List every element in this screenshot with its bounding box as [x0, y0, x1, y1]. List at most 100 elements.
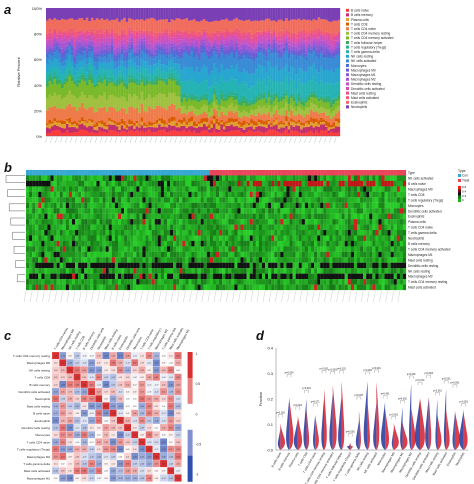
heatmap-cell — [185, 219, 189, 225]
heatmap-cell — [47, 224, 51, 231]
bar-segment — [158, 36, 161, 41]
heatmap-cell — [356, 170, 361, 176]
heatmap-cell — [130, 208, 134, 214]
heatmap-cell — [399, 246, 404, 252]
bar-segment — [270, 50, 273, 54]
heatmap-cell — [402, 170, 407, 176]
heatmap-cell — [117, 170, 122, 176]
heatmap-cell — [246, 170, 250, 176]
bar-segment — [242, 133, 246, 137]
bar-segment — [332, 8, 336, 21]
bar-segment — [297, 31, 301, 35]
heatmap-cell — [117, 246, 122, 252]
heatmap-cell — [356, 246, 361, 252]
heatmap-cell — [117, 219, 122, 225]
heatmap-cell — [286, 202, 290, 209]
bar-segment — [108, 95, 111, 108]
bar-segment — [135, 48, 139, 53]
bar-segment — [285, 38, 288, 43]
bar-segment — [155, 95, 159, 106]
bar-segment — [143, 122, 146, 126]
heatmap-cell — [375, 235, 379, 241]
heatmap-cell — [399, 219, 404, 225]
bar-segment — [95, 18, 99, 30]
heatmap-cell — [314, 251, 318, 258]
bar-segment — [215, 118, 219, 124]
bar-segment — [180, 46, 184, 50]
heatmap-cell — [170, 213, 174, 220]
bar-segment — [225, 131, 229, 137]
bar-segment — [282, 127, 286, 132]
heatmap-cell — [366, 219, 370, 225]
heatmap-cell — [136, 202, 140, 209]
heatmap-cell — [252, 191, 256, 198]
bar-segment — [58, 126, 62, 131]
bar-segment — [222, 8, 226, 20]
heatmap-cell — [81, 257, 85, 263]
heatmap-cell — [173, 197, 177, 203]
bar-segment — [98, 130, 101, 137]
heatmap-cell — [182, 224, 186, 231]
bar-segment — [255, 46, 258, 49]
bar-segment — [83, 33, 87, 37]
heatmap-cell — [280, 224, 284, 231]
bar-segment — [215, 96, 219, 100]
bar-segment — [280, 124, 283, 128]
bar-segment — [230, 38, 234, 41]
bar-segment — [135, 82, 139, 85]
bar-segment — [148, 38, 151, 44]
heatmap-cell — [148, 262, 152, 269]
heatmap-cell — [32, 175, 36, 181]
bar-segment — [235, 111, 238, 119]
bar-segment — [100, 50, 104, 55]
bar-segment — [215, 47, 219, 50]
heatmap-cell — [344, 230, 348, 236]
bar-segment — [75, 132, 79, 137]
bar-segment — [222, 81, 226, 95]
heatmap-cell — [41, 208, 45, 214]
heatmap-cell — [75, 257, 79, 263]
bar-segment — [227, 55, 231, 70]
legend-swatch — [346, 22, 349, 26]
heatmap-cell — [387, 180, 391, 187]
bar-segment — [205, 67, 209, 81]
heatmap-cell — [261, 197, 266, 203]
heatmap-cell — [188, 197, 192, 203]
heatmap-cell — [378, 202, 382, 209]
bar-segment — [305, 50, 308, 55]
heatmap-cell — [402, 235, 407, 241]
heatmap-cell — [219, 246, 223, 252]
heatmap-cell — [369, 240, 373, 247]
bar-segment — [270, 8, 273, 21]
bar-segment — [95, 8, 99, 19]
heatmap-cell — [111, 224, 115, 231]
bar-segment — [70, 121, 74, 125]
bar-segment — [207, 101, 211, 105]
bar-segment — [90, 83, 94, 96]
heatmap-cell — [332, 208, 336, 214]
bar-segment — [145, 127, 149, 131]
bar-segment — [282, 20, 286, 34]
heatmap-cell — [265, 251, 269, 258]
bar-segment — [103, 79, 106, 93]
bar-segment — [188, 49, 191, 54]
heatmap-cell — [237, 186, 241, 192]
heatmap-cell — [136, 170, 140, 176]
heatmap-cell — [390, 262, 394, 269]
heatmap-cell — [286, 197, 290, 203]
heatmap-cell — [29, 240, 33, 247]
bar-segment — [260, 47, 263, 51]
bar-segment — [98, 49, 101, 54]
heatmap-cell — [188, 208, 192, 214]
bar-segment — [143, 85, 146, 101]
bar-segment — [250, 119, 253, 124]
heatmap-cell — [258, 251, 263, 258]
bar-segment — [245, 38, 248, 43]
heatmap-cell — [396, 180, 400, 187]
heatmap-cell — [271, 219, 275, 225]
heatmap-cell — [87, 240, 91, 247]
heatmap-cell — [90, 251, 94, 258]
bar-segment — [227, 104, 231, 112]
bar-segment — [145, 61, 149, 69]
bar-segment — [138, 99, 141, 113]
